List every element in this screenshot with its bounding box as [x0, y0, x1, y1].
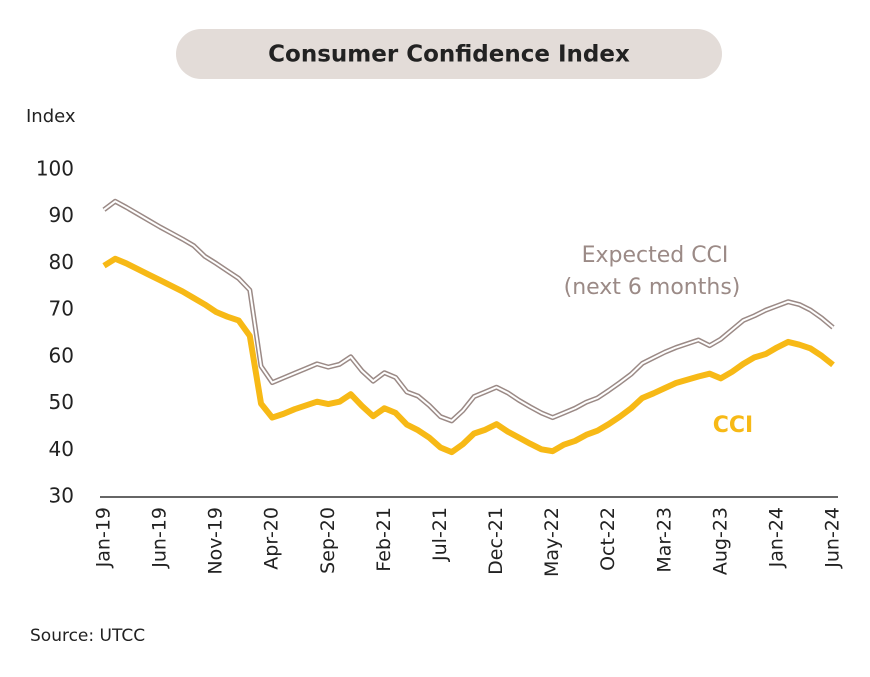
x-tick-label: Jan-19 [93, 507, 115, 568]
y-tick-label: 50 [49, 390, 74, 414]
series-line [102, 255, 835, 456]
chart-title: Consumer Confidence Index [268, 42, 630, 68]
y-tick-label: 80 [49, 250, 74, 274]
x-tick-label: Oct-22 [597, 507, 619, 571]
x-tick-label: Jun-19 [149, 507, 171, 569]
y-tick-label: 100 [36, 157, 74, 181]
y-tick-label: 90 [49, 203, 74, 227]
x-tick-label: May-22 [541, 507, 563, 577]
series-annotation: (next 6 months) [564, 275, 741, 300]
y-tick-label: 30 [49, 484, 74, 508]
y-tick-label: 40 [49, 437, 74, 461]
x-tick-label: Feb-21 [373, 507, 395, 572]
series-line-inner [103, 200, 834, 422]
x-tick-label: Jun-24 [822, 507, 844, 569]
y-tick-label: 60 [49, 343, 74, 367]
y-axis-label: Index [26, 106, 76, 127]
x-tick-label: Jan-24 [765, 507, 787, 568]
x-tick-label: Mar-23 [653, 507, 675, 573]
x-tick-label: Apr-20 [261, 507, 283, 570]
x-tick-label: Sep-20 [317, 507, 339, 574]
y-tick-label: 70 [49, 297, 74, 321]
series-label: CCI [713, 413, 753, 438]
title-pill [176, 29, 722, 79]
series-label: Expected CCI [582, 243, 729, 268]
x-tick-label: Dec-21 [485, 507, 507, 575]
x-tick-label: Jul-21 [429, 507, 451, 562]
x-tick-label: Nov-19 [205, 507, 227, 575]
source-note: Source: UTCC [30, 626, 145, 646]
x-tick-label: Aug-23 [709, 507, 731, 575]
